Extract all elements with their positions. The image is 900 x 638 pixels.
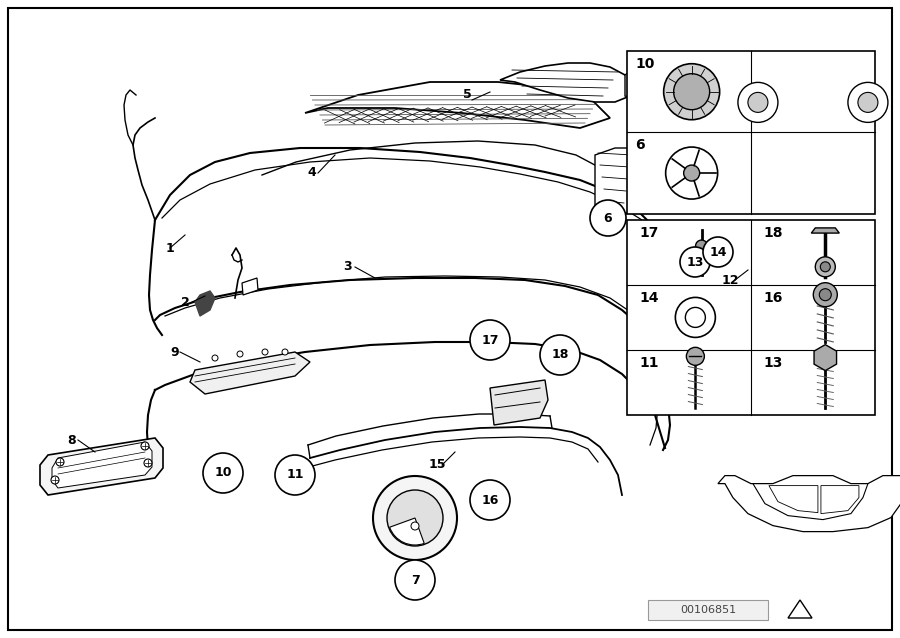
Polygon shape <box>718 475 900 531</box>
Text: 9: 9 <box>171 346 179 359</box>
Circle shape <box>56 458 64 466</box>
Circle shape <box>395 560 435 600</box>
Text: 2: 2 <box>181 295 189 309</box>
Text: 1: 1 <box>166 242 175 255</box>
Text: 10: 10 <box>635 57 654 71</box>
Circle shape <box>470 320 510 360</box>
Circle shape <box>387 490 443 546</box>
Text: 6: 6 <box>604 212 612 225</box>
Circle shape <box>275 455 315 495</box>
Text: 16: 16 <box>482 494 499 507</box>
Circle shape <box>819 289 832 300</box>
Polygon shape <box>595 148 645 220</box>
Circle shape <box>675 297 716 338</box>
Circle shape <box>540 335 580 375</box>
Circle shape <box>666 147 717 199</box>
Circle shape <box>680 247 710 277</box>
Polygon shape <box>728 238 768 278</box>
Circle shape <box>411 522 419 530</box>
Text: 15: 15 <box>428 459 446 471</box>
Text: 12: 12 <box>721 274 739 286</box>
Text: 00106851: 00106851 <box>680 605 736 615</box>
Polygon shape <box>811 228 840 233</box>
Bar <box>648 600 768 620</box>
Text: 8: 8 <box>68 433 76 447</box>
Text: 10: 10 <box>214 466 232 480</box>
Text: 11: 11 <box>639 356 659 370</box>
Circle shape <box>141 442 149 450</box>
Circle shape <box>470 480 510 520</box>
Circle shape <box>590 200 626 236</box>
Circle shape <box>858 93 878 112</box>
Text: 17: 17 <box>639 226 659 240</box>
Circle shape <box>51 476 59 484</box>
Circle shape <box>687 347 705 366</box>
Text: 14: 14 <box>709 246 727 258</box>
Circle shape <box>144 459 152 467</box>
Circle shape <box>820 262 831 272</box>
Circle shape <box>703 237 733 267</box>
Polygon shape <box>195 291 215 316</box>
Circle shape <box>282 349 288 355</box>
Polygon shape <box>190 352 310 394</box>
Circle shape <box>848 82 888 122</box>
Polygon shape <box>814 345 837 371</box>
Text: 17: 17 <box>482 334 499 346</box>
Circle shape <box>814 283 837 307</box>
Text: 18: 18 <box>552 348 569 362</box>
Polygon shape <box>305 82 610 128</box>
Text: 6: 6 <box>635 138 645 152</box>
Circle shape <box>696 240 707 252</box>
Circle shape <box>663 64 720 120</box>
Text: 13: 13 <box>763 356 782 370</box>
Circle shape <box>212 355 218 361</box>
Polygon shape <box>52 442 152 488</box>
Polygon shape <box>500 63 635 102</box>
Circle shape <box>262 349 268 355</box>
Text: 4: 4 <box>308 167 317 179</box>
Circle shape <box>203 453 243 493</box>
Circle shape <box>673 74 709 110</box>
Text: 7: 7 <box>410 574 419 586</box>
Circle shape <box>748 93 768 112</box>
Circle shape <box>237 351 243 357</box>
Circle shape <box>686 308 706 327</box>
Text: 11: 11 <box>286 468 304 482</box>
Circle shape <box>373 476 457 560</box>
Text: 18: 18 <box>763 226 782 240</box>
Wedge shape <box>390 518 424 545</box>
Bar <box>627 220 875 415</box>
Text: 3: 3 <box>344 260 352 274</box>
Bar <box>627 51 875 214</box>
Polygon shape <box>769 486 818 512</box>
Polygon shape <box>788 600 812 618</box>
Circle shape <box>815 257 835 277</box>
Polygon shape <box>625 68 650 100</box>
Circle shape <box>738 82 778 122</box>
Circle shape <box>684 165 699 181</box>
Bar <box>698 255 706 263</box>
Text: 16: 16 <box>763 291 782 305</box>
Polygon shape <box>242 278 258 295</box>
Text: 5: 5 <box>463 89 472 101</box>
Text: 14: 14 <box>639 291 659 305</box>
Polygon shape <box>821 486 859 514</box>
Text: 13: 13 <box>687 255 704 269</box>
Polygon shape <box>490 380 548 425</box>
Polygon shape <box>40 438 163 495</box>
